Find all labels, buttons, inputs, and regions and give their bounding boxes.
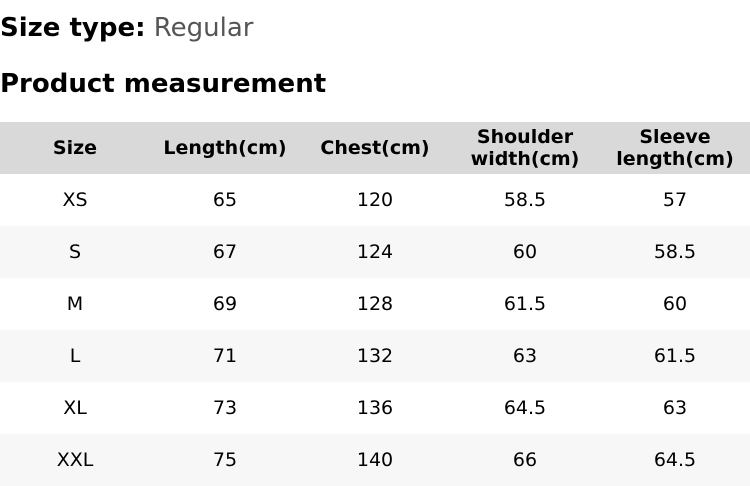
table-cell: 61.5 — [653, 345, 697, 367]
table-cell: XS — [62, 189, 88, 211]
table-header-row: Size Length(cm) Chest(cm) Shoulder width(cm… — [0, 122, 750, 174]
table-cell: 58.5 — [503, 189, 547, 211]
table-cell: 58.5 — [653, 241, 697, 263]
table-cell: M — [66, 293, 84, 315]
table-cell: XL — [63, 397, 87, 419]
table-cell: 124 — [356, 241, 394, 263]
table-cell: 60 — [512, 241, 538, 263]
table-cell: 64.5 — [503, 397, 547, 419]
table-cell: 63 — [662, 397, 688, 419]
table-cell: 60 — [662, 293, 688, 315]
table-cell: 64.5 — [653, 449, 697, 471]
table-cell: 136 — [356, 397, 394, 419]
column-header: Size — [52, 137, 98, 159]
size-type: Size type: Regular — [0, 11, 253, 45]
column-header: Sleeve length(cm) — [616, 126, 734, 170]
section-heading: Product measurement — [0, 69, 327, 99]
table-cell: 61.5 — [503, 293, 547, 315]
table-cell: 128 — [356, 293, 394, 315]
size-type-label: Size type: — [0, 13, 146, 43]
table-cell: 57 — [662, 189, 688, 211]
size-type-value: Regular — [153, 13, 254, 43]
table-row: M 69 128 61.5 60 — [0, 278, 750, 330]
column-header: Chest(cm) — [320, 137, 430, 159]
table-cell: XXL — [56, 449, 94, 471]
table-cell: 120 — [356, 189, 394, 211]
table-row: XXL 75 140 66 64.5 — [0, 434, 750, 486]
table-cell: S — [68, 241, 82, 263]
table-cell: 65 — [212, 189, 238, 211]
table-row: L 71 132 63 61.5 — [0, 330, 750, 382]
table-cell: 67 — [212, 241, 238, 263]
table-cell: 75 — [212, 449, 238, 471]
table-cell: 140 — [356, 449, 394, 471]
table-cell: 63 — [512, 345, 538, 367]
table-cell: L — [69, 345, 81, 367]
table-row: XL 73 136 64.5 63 — [0, 382, 750, 434]
column-header: Length(cm) — [163, 137, 287, 159]
table-cell: 66 — [512, 449, 538, 471]
table-cell: 69 — [212, 293, 238, 315]
table-row: XS 65 120 58.5 57 — [0, 174, 750, 226]
table-cell: 132 — [356, 345, 394, 367]
column-header: Shoulder width(cm) — [470, 126, 580, 170]
table-cell: 71 — [212, 345, 238, 367]
table-row: S 67 124 60 58.5 — [0, 226, 750, 278]
table-cell: 73 — [212, 397, 238, 419]
measurement-table: Size Length(cm) Chest(cm) Shoulder width(cm… — [0, 122, 750, 486]
